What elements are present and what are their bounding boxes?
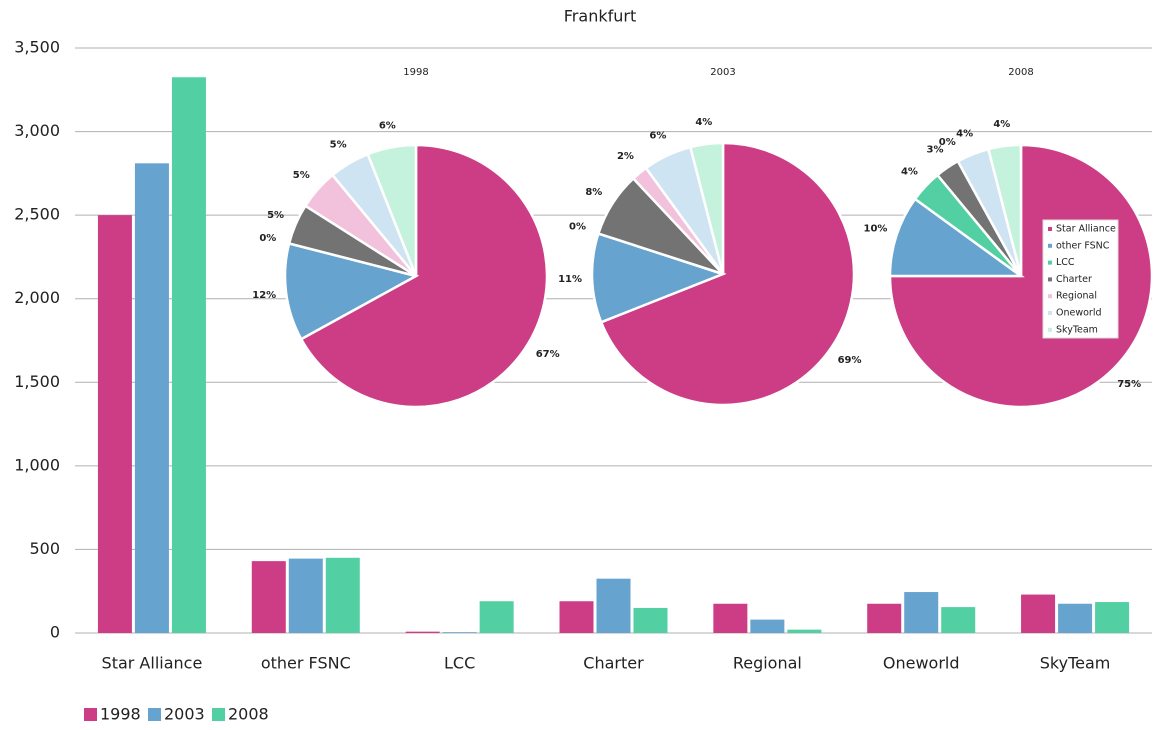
legend-label: 2008 bbox=[228, 705, 269, 724]
y-tick-label: 3,000 bbox=[14, 121, 60, 140]
pie-slice bbox=[688, 141, 725, 275]
y-tick-label: 2,000 bbox=[14, 288, 60, 307]
bar bbox=[713, 603, 748, 633]
slice-label: 3% bbox=[927, 144, 944, 155]
legend-label: other FSNC bbox=[1056, 240, 1110, 251]
legend-label: LCC bbox=[1056, 257, 1075, 268]
bar bbox=[251, 561, 286, 633]
bar bbox=[633, 607, 668, 633]
legend-box bbox=[1042, 219, 1119, 339]
bar bbox=[1095, 602, 1130, 633]
pie-slice bbox=[888, 143, 1154, 409]
pie-slice bbox=[590, 231, 727, 324]
x-tick-label: Oneworld bbox=[883, 654, 960, 673]
legend-swatch bbox=[1048, 227, 1052, 231]
slice-label: 5% bbox=[330, 139, 347, 150]
pie-slice bbox=[599, 141, 856, 407]
legend-swatch bbox=[1048, 311, 1052, 315]
bar bbox=[787, 629, 822, 633]
y-tick-label: 1,000 bbox=[14, 455, 60, 474]
slice-label: 12% bbox=[252, 290, 276, 301]
slice-label: 8% bbox=[585, 187, 602, 198]
slice-label: 2% bbox=[617, 151, 634, 162]
y-tick-label: 3,500 bbox=[14, 38, 60, 57]
slice-label: 5% bbox=[267, 210, 284, 221]
slice-label: 69% bbox=[838, 355, 862, 366]
slice-label: 4% bbox=[993, 119, 1010, 130]
x-tick-label: Charter bbox=[583, 654, 644, 673]
slice-label: 6% bbox=[649, 131, 666, 142]
slice-label: 0% bbox=[569, 222, 586, 233]
bar bbox=[479, 601, 514, 633]
y-tick-label: 2,500 bbox=[14, 205, 60, 224]
legend-label: Star Alliance bbox=[1056, 224, 1116, 235]
legend-swatch bbox=[1048, 294, 1052, 299]
pie-title: 2003 bbox=[710, 67, 735, 78]
pie-slice bbox=[366, 143, 418, 277]
bar bbox=[1021, 594, 1056, 633]
bar bbox=[97, 215, 132, 633]
y-tick-label: 0 bbox=[50, 623, 60, 642]
x-tick-label: LCC bbox=[444, 654, 475, 673]
bar bbox=[171, 77, 206, 633]
pie-title: 2008 bbox=[1008, 67, 1033, 78]
slice-label: 5% bbox=[293, 170, 310, 181]
bar bbox=[442, 632, 477, 633]
slice-label: 4% bbox=[695, 117, 712, 128]
legend-swatch bbox=[84, 708, 97, 721]
legend-label: 2003 bbox=[164, 705, 205, 724]
slice-label: 4% bbox=[956, 129, 973, 140]
pie-slice bbox=[888, 197, 1025, 278]
bar bbox=[405, 631, 440, 633]
bar bbox=[134, 163, 169, 634]
bar bbox=[941, 607, 976, 633]
legend-label: Charter bbox=[1056, 274, 1092, 285]
bar bbox=[288, 558, 323, 633]
x-tick-label: other FSNC bbox=[261, 654, 351, 673]
slice-label: 10% bbox=[864, 224, 888, 235]
x-tick-label: SkyTeam bbox=[1040, 654, 1111, 673]
x-tick-label: Regional bbox=[733, 654, 802, 673]
slice-label: 0% bbox=[939, 137, 956, 148]
legend-label: SkyTeam bbox=[1056, 324, 1098, 335]
bar bbox=[1058, 603, 1093, 633]
slice-label: 11% bbox=[558, 274, 582, 285]
legend-label: Regional bbox=[1056, 291, 1097, 302]
pie-slice bbox=[283, 241, 420, 341]
y-tick-label: 500 bbox=[29, 539, 60, 558]
legend-swatch bbox=[212, 708, 225, 721]
legend-swatch bbox=[1048, 277, 1052, 282]
legend-swatch bbox=[1048, 327, 1052, 332]
bar bbox=[559, 601, 594, 633]
slice-label: 67% bbox=[536, 349, 560, 360]
bar bbox=[867, 603, 902, 633]
bar bbox=[750, 619, 785, 633]
bar bbox=[904, 592, 939, 633]
x-tick-label: Star Alliance bbox=[102, 654, 203, 673]
slice-label: 0% bbox=[259, 233, 276, 244]
pie-slice bbox=[986, 143, 1023, 277]
slice-label: 4% bbox=[901, 166, 918, 177]
chart-title: Frankfurt bbox=[564, 7, 636, 26]
y-tick-label: 1,500 bbox=[14, 372, 60, 391]
pie-title: 1998 bbox=[403, 67, 428, 78]
legend-swatch bbox=[1048, 243, 1052, 248]
legend-label: Oneworld bbox=[1056, 308, 1102, 319]
legend-swatch bbox=[1048, 260, 1052, 265]
bar bbox=[325, 557, 360, 633]
bar bbox=[596, 578, 631, 633]
slice-label: 6% bbox=[379, 121, 396, 132]
legend-swatch bbox=[148, 708, 161, 721]
legend-label: 1998 bbox=[100, 705, 141, 724]
pie-slice bbox=[299, 143, 549, 409]
slice-label: 75% bbox=[1117, 379, 1141, 390]
